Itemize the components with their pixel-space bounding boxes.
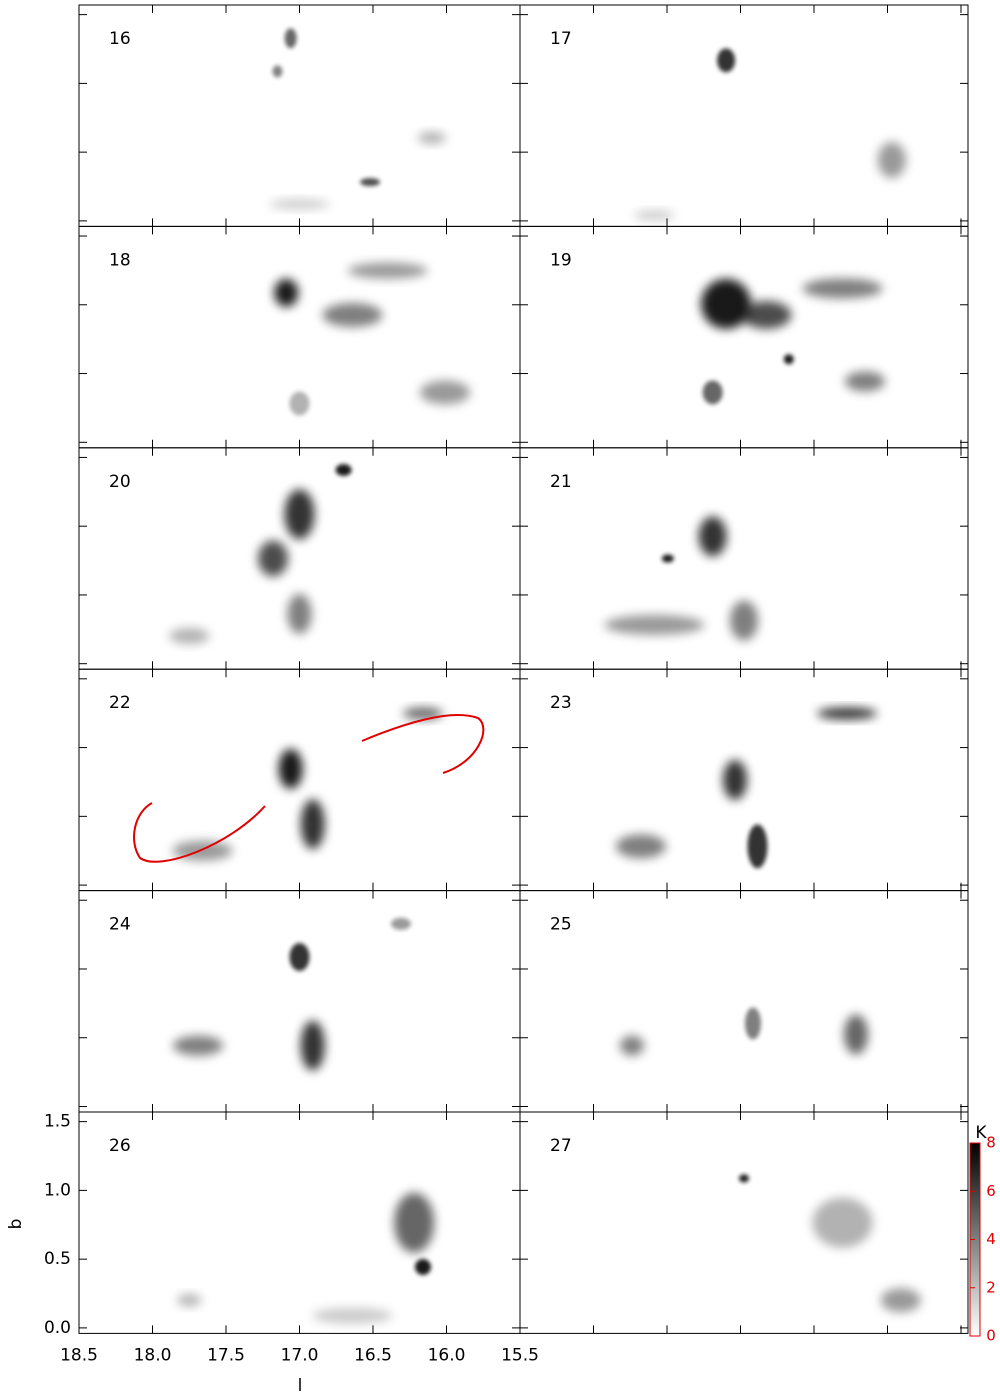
chart: l b 161718192021222324252618.518.017.517… [0,0,1000,1397]
panel-frame [79,891,520,1112]
emission [285,489,315,539]
panel-label: 16 [109,29,131,49]
red-curve [362,715,483,773]
emission [420,380,470,404]
panel-frame [520,226,968,447]
y-tick-label: 1.0 [44,1180,71,1200]
emission [739,1174,749,1182]
colorbar-tick-label: 2 [986,1278,996,1296]
emission [290,943,310,971]
x-tick-label: 18.5 [60,1345,98,1365]
emission [604,615,704,635]
x-tick-label: 18.0 [134,1345,172,1365]
emission [878,142,906,178]
emission [173,1036,223,1056]
emission [418,132,446,144]
panel-label: 26 [109,1136,131,1156]
emission [322,303,382,327]
panel-label: 22 [109,693,131,713]
panel-label: 19 [550,250,572,270]
x-tick-label: 16.0 [428,1345,466,1365]
emission [723,760,747,800]
emission [717,48,735,72]
emission [360,178,380,186]
panel-label: 25 [550,915,572,935]
y-tick-label: 0.0 [44,1318,71,1338]
emission-map [169,28,921,1323]
emission [747,824,767,868]
x-tick-label: 17.5 [207,1345,245,1365]
x-tick-label: 17.0 [281,1345,319,1365]
emission [741,301,791,329]
emission [703,380,723,404]
panel-frame [79,1112,520,1333]
emission [784,354,794,364]
x-tick-label: 16.5 [354,1345,392,1365]
emission [634,210,674,220]
panel-label: 27 [550,1136,572,1156]
emission [169,628,209,644]
emission [699,516,727,556]
panel-label: 18 [109,250,131,270]
panel-label: 17 [550,29,572,49]
y-axis-label: b [6,1219,26,1230]
colorbar-tick-label: 0 [986,1327,996,1345]
emission [620,1036,644,1056]
emission [813,1198,873,1248]
emission [312,1308,392,1324]
y-tick-label: 1.5 [44,1112,71,1132]
emission [258,541,288,577]
panel-frame [79,5,520,226]
emission [662,555,674,563]
emission [616,834,666,858]
emission [272,65,282,77]
emission [279,749,303,789]
panel-label: 21 [550,472,572,492]
emission [701,279,751,329]
emission [845,371,885,391]
emission [336,464,352,476]
panel-label: 24 [109,915,131,935]
panel-label: 20 [109,472,131,492]
emission [348,263,428,279]
y-tick-label: 0.5 [44,1249,71,1269]
panel-frame [520,5,968,226]
emission [844,1015,868,1055]
emission [290,392,310,416]
x-axis-label: l [298,1376,303,1396]
emission [803,278,883,298]
colorbar-tick-label: 8 [986,1134,996,1152]
panel-frame [79,448,520,669]
emission [391,918,411,930]
emission [881,1288,921,1312]
emission [301,799,325,849]
emission [274,279,298,307]
emission [394,1193,434,1253]
emission [301,1021,325,1071]
emission [730,600,758,640]
panel-label: 23 [550,693,572,713]
emission [288,594,312,634]
emission [177,1294,201,1306]
colorbar-tick-label: 6 [986,1182,996,1200]
panel-frame [520,891,968,1112]
emission [270,199,330,209]
emission [285,28,297,48]
emission [817,707,877,719]
colorbar-tick-label: 4 [986,1230,996,1248]
x-tick-label: 15.5 [501,1345,539,1365]
emission [415,1259,431,1275]
emission [745,1007,761,1039]
